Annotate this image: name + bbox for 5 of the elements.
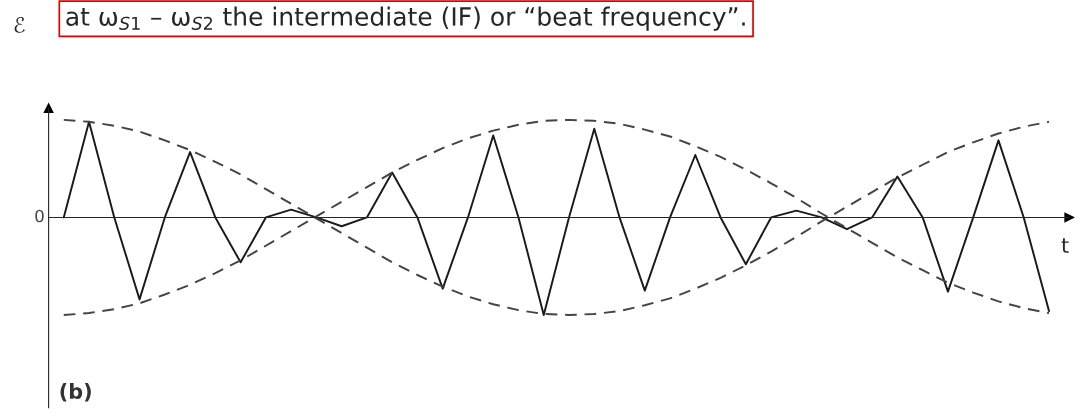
x-axis-title: t	[1061, 238, 1069, 253]
text: 0	[35, 209, 44, 223]
chart-title: at ω$_{S1}$ – ω$_{S2}$ the intermediate (IF) or “beat frequency”.	[66, 6, 745, 31]
text: (b)	[60, 382, 91, 402]
y-axis-title: ℰ	[14, 17, 25, 33]
